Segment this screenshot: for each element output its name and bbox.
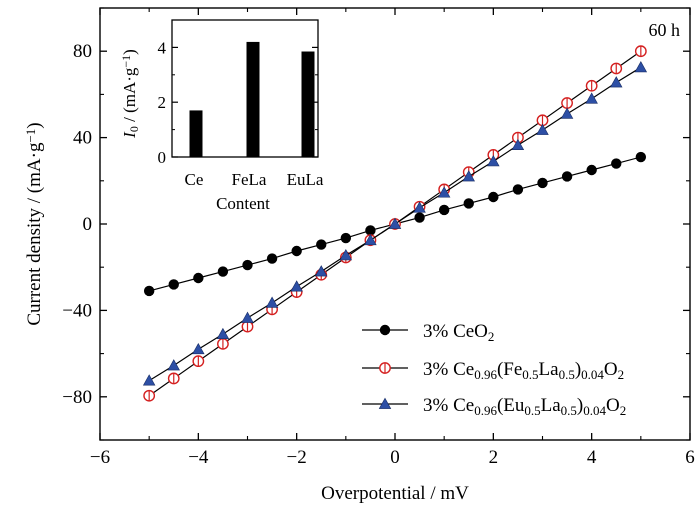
inset-category-label: FeLa [232, 170, 267, 189]
x-tick-label: −2 [287, 447, 307, 468]
data-point [437, 186, 451, 198]
legend-entry: 3% CeO2 [362, 321, 494, 344]
data-point [340, 232, 352, 244]
data-point [561, 97, 573, 109]
x-tick-label: −4 [188, 447, 209, 468]
data-point [438, 204, 450, 216]
data-point [487, 155, 500, 167]
data-point [143, 389, 156, 402]
x-tick-label: 6 [685, 447, 695, 468]
data-point [561, 171, 573, 182]
data-point [241, 311, 254, 323]
data-point [192, 355, 205, 368]
data-point [610, 62, 623, 75]
data-point [388, 217, 402, 229]
inset-x-axis-title: Content [216, 194, 270, 213]
y-tick-label: −40 [62, 300, 92, 321]
y-tick-label: −80 [62, 387, 92, 408]
data-point [241, 320, 254, 333]
data-point [339, 248, 353, 261]
data-point [364, 233, 377, 246]
inset-category-label: Ce [185, 170, 204, 189]
data-point [635, 151, 647, 163]
inset-bar [189, 110, 203, 157]
inset-bar-chart: 0 2 4 Ce FeLa EuLa Content I0 / (mA·g−1) [119, 19, 324, 213]
data-point [192, 342, 205, 355]
data-point [316, 239, 327, 250]
x-axis-title: Overpotential / mV [321, 483, 469, 504]
data-point [290, 280, 303, 292]
legend-label: 3% Ce0.96(Fe0.5La0.5)0.04O2 [423, 359, 624, 382]
data-point [462, 170, 475, 182]
y-tick-label: 40 [73, 128, 92, 149]
inset-y-tick-label: 0 [158, 148, 167, 167]
x-tick-label: −6 [90, 447, 110, 468]
y-tick-label: 80 [73, 41, 92, 62]
data-point [586, 164, 597, 176]
data-point [512, 184, 524, 195]
data-point [634, 45, 647, 58]
inset-y-axis-title: I0 / (mA·g−1) [119, 49, 141, 139]
data-point [537, 177, 548, 189]
data-point [167, 372, 180, 385]
data-point [216, 327, 230, 340]
data-point [167, 359, 180, 371]
inset-bar [301, 51, 315, 158]
data-point [611, 158, 622, 169]
time-annotation: 60 h [649, 20, 681, 40]
legend: 3% CeO2 3% Ce0.96(Fe0.5La0.5)0.04O2 3% Ce0… [362, 321, 626, 418]
data-point [143, 285, 155, 297]
data-point [266, 253, 278, 264]
data-point [142, 374, 156, 386]
data-point [610, 76, 623, 88]
legend-entry: 3% Ce0.96(Eu0.5La0.5)0.04O2 [362, 395, 626, 418]
data-point [379, 362, 391, 374]
data-point [414, 212, 425, 223]
y-axis-title: Current density / (mA·g−1) [23, 122, 45, 325]
x-tick-label: 0 [390, 447, 400, 468]
data-point [291, 245, 302, 257]
inset-bar [246, 41, 260, 157]
legend-entry: 3% Ce0.96(Fe0.5La0.5)0.04O2 [362, 359, 624, 382]
data-point [585, 79, 598, 92]
data-point [536, 123, 549, 135]
y-tick-label: 0 [83, 214, 93, 235]
x-tick-label: 2 [489, 447, 499, 468]
legend-label: 3% Ce0.96(Eu0.5La0.5)0.04O2 [423, 395, 626, 418]
series-2 [142, 61, 648, 386]
data-point [168, 279, 179, 290]
data-point [413, 201, 426, 213]
data-point [315, 265, 328, 277]
series-group [142, 45, 648, 402]
data-point [488, 191, 499, 203]
data-point [560, 107, 574, 119]
y-axis-title-text: Current density / (mA·g−1) [23, 122, 45, 325]
data-point [585, 92, 598, 104]
data-point [379, 324, 391, 336]
data-point [378, 397, 392, 409]
inset-y-tick-label: 4 [158, 38, 167, 57]
data-point [193, 272, 204, 284]
data-point [511, 138, 525, 151]
data-point [463, 198, 474, 209]
x-tick-label: 4 [587, 447, 597, 468]
data-point [217, 266, 229, 277]
inset-y-tick-label: 2 [158, 93, 167, 112]
data-point [365, 225, 376, 236]
inset-category-label: EuLa [287, 170, 324, 189]
data-point [634, 61, 648, 73]
legend-label: 3% CeO2 [423, 321, 494, 344]
data-point [265, 296, 279, 308]
data-point [217, 337, 229, 350]
inset-y-axis-title-text: I0 / (mA·g−1) [119, 49, 141, 139]
data-point [242, 259, 253, 271]
